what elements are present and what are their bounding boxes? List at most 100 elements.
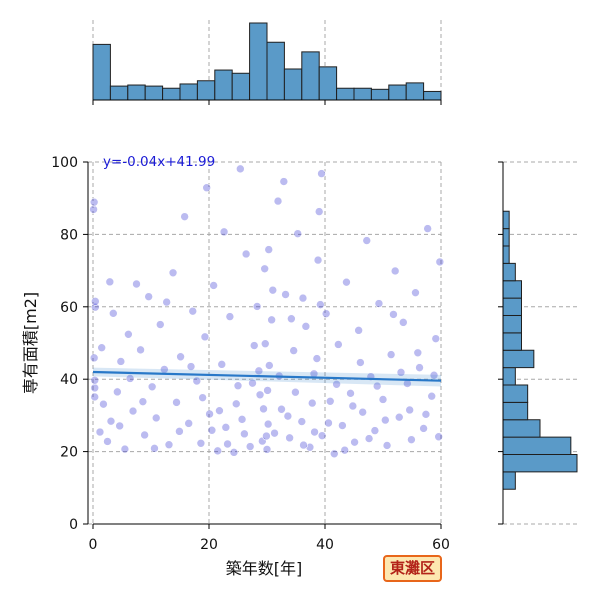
scatter-point (200, 332, 210, 342)
scatter-point (233, 381, 243, 391)
scatter-point (305, 442, 315, 452)
scatter-point (175, 427, 184, 436)
scatter-point (415, 363, 424, 372)
scatter-point (164, 440, 174, 450)
scatter-point (273, 196, 283, 206)
top-hist-bar (353, 87, 372, 101)
scatter-point (427, 391, 437, 401)
scatter-point (289, 346, 298, 355)
scatter-point (325, 396, 335, 406)
scatter-point (370, 426, 380, 435)
scatter-point (405, 405, 414, 415)
scatter-point (434, 432, 443, 442)
gridlines (88, 20, 580, 525)
scatter-point (378, 395, 388, 404)
top-hist-bar (283, 68, 303, 101)
scatter-point (89, 353, 99, 363)
right-hist-bar (502, 367, 516, 386)
scatter-point (147, 382, 157, 392)
scatter-point (144, 292, 153, 301)
scatter-point (162, 297, 171, 307)
scatter-point (128, 406, 138, 416)
scatter-point (248, 378, 257, 388)
scatter-point (324, 418, 333, 428)
scatter-point (264, 245, 274, 254)
scatter-point (350, 437, 359, 447)
scatter-point (90, 383, 100, 393)
scatter-point (213, 446, 222, 456)
top-hist-bar (109, 85, 129, 101)
right-hist-bar (502, 401, 529, 421)
scatter-point (225, 312, 235, 321)
scatter-point (435, 257, 445, 267)
scatter-point (89, 205, 98, 214)
top-hist-bar (179, 83, 198, 101)
scatter-point (113, 387, 122, 397)
top-hist-bar (336, 87, 355, 101)
scatter-point (196, 438, 206, 448)
y-tick-label: 0 (69, 517, 78, 533)
scatter-point (184, 419, 193, 428)
top-hist-bar (423, 90, 442, 101)
scatter-point (431, 334, 441, 343)
y-tick-label: 20 (60, 445, 78, 461)
scatter-point (396, 368, 406, 377)
scatter-point (91, 297, 100, 306)
scatter-point (97, 343, 106, 353)
scatter-point (310, 427, 319, 437)
scatter-point (374, 299, 384, 308)
scatter-point (429, 370, 439, 380)
scatter-point (348, 401, 358, 411)
right-hist-bar (502, 245, 510, 264)
scatter-point (219, 227, 229, 237)
right-hist-bar (502, 228, 510, 247)
y-axis-label: 専有面積[m2] (21, 292, 40, 394)
top-hist-bar (144, 85, 164, 101)
scatter-point (262, 431, 271, 441)
scatter-point (240, 429, 249, 439)
scatter-point (205, 409, 214, 419)
scatter-point (356, 358, 365, 367)
scatter-point (115, 421, 124, 431)
scatter-point (140, 430, 149, 440)
scatter-point (382, 441, 392, 450)
scatter-point (236, 164, 245, 174)
scatter-point (263, 386, 272, 395)
scatter-point (262, 445, 272, 454)
scatter-points (89, 164, 445, 459)
scatter-point (281, 290, 290, 299)
top-histogram (92, 22, 442, 105)
scatter-point (198, 393, 207, 402)
scatter-point (307, 398, 317, 408)
right-hist-bar (502, 453, 578, 473)
right-hist-bar (502, 280, 522, 299)
scatter-point (103, 437, 112, 446)
scatter-point (237, 415, 247, 424)
top-hist-bar (249, 22, 268, 101)
scatter-point (312, 354, 322, 363)
scatter-point (209, 281, 218, 290)
scatter-point (252, 302, 262, 311)
right-hist-bar (502, 262, 516, 282)
scatter-point (419, 424, 428, 433)
scatter-point (223, 439, 232, 449)
scatter-point (421, 410, 431, 419)
scatter-point (277, 404, 286, 414)
scatter-point (151, 413, 161, 423)
scatter-point (90, 392, 100, 402)
scatter-point (329, 449, 339, 459)
scatter-point (155, 320, 165, 329)
scatter-point (389, 310, 398, 319)
scatter-point (109, 309, 118, 318)
x-tick-label: 20 (200, 537, 218, 553)
scatter-point (407, 435, 416, 444)
scatter-point (260, 264, 269, 274)
x-tick-label: 40 (316, 537, 334, 553)
top-hist-bar (214, 69, 233, 101)
x-axis-label: 築年数[年] (226, 559, 303, 578)
top-hist-bar (231, 72, 251, 101)
scatter-point (413, 348, 423, 358)
y-tick-label: 40 (60, 372, 78, 388)
scatter-point (90, 375, 100, 385)
scatter-point (95, 427, 105, 437)
